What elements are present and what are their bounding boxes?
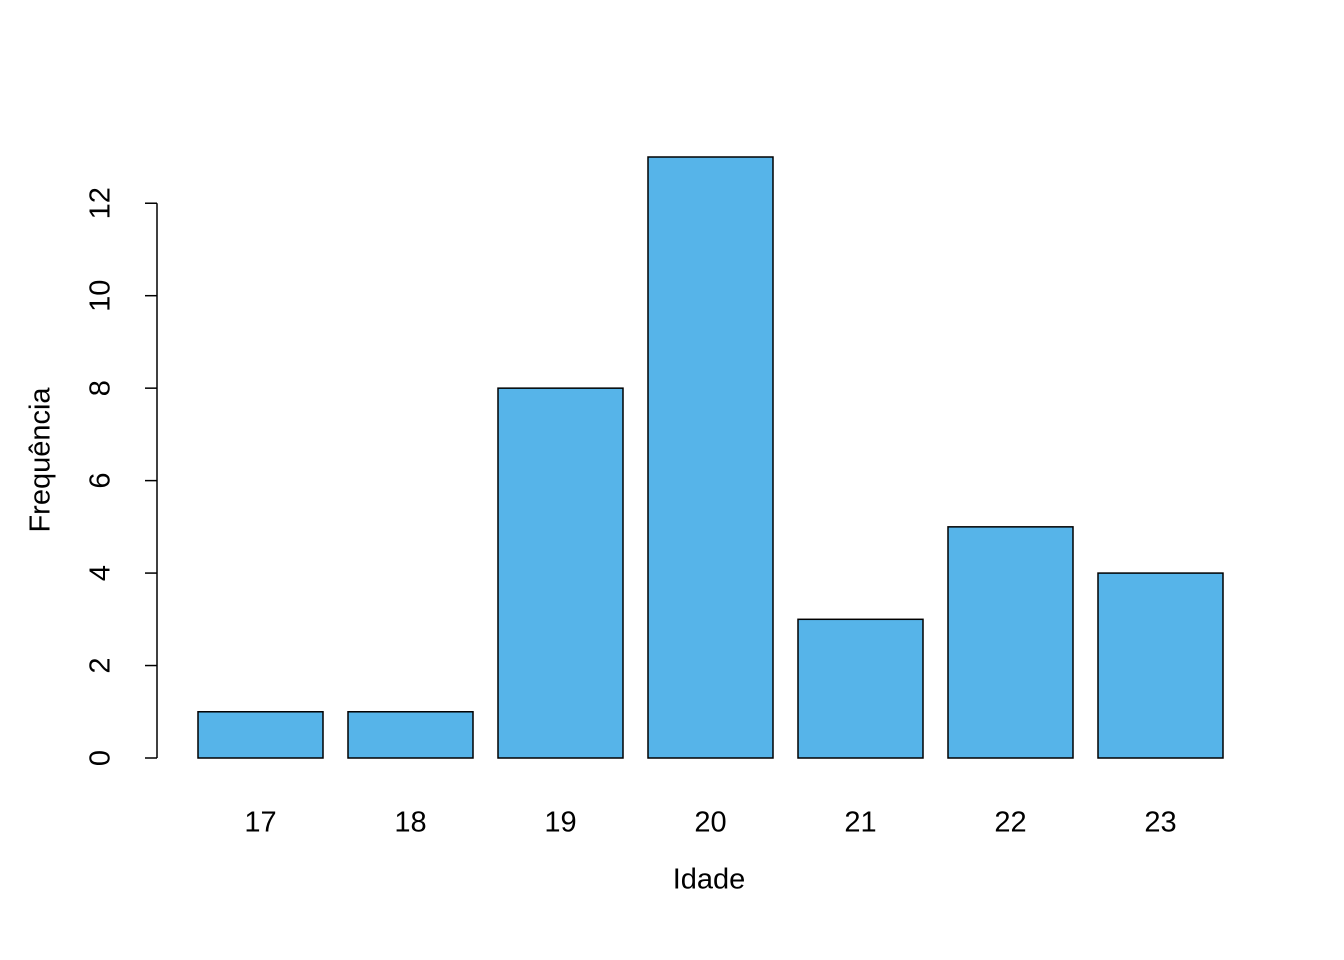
x-tick-label: 19 [544, 807, 576, 839]
x-tick-label: 17 [244, 807, 276, 839]
y-tick-label: 8 [85, 380, 117, 396]
y-tick-label: 4 [85, 565, 117, 581]
y-tick-label: 2 [85, 657, 117, 673]
bar [647, 156, 774, 759]
y-axis-title: Frequência [25, 387, 57, 533]
x-tick-label: 21 [844, 807, 876, 839]
x-tick-label: 20 [694, 807, 726, 839]
x-axis-title: Idade [673, 864, 746, 896]
x-tick-label: 23 [1144, 807, 1176, 839]
bar [197, 711, 324, 759]
y-tick-label: 0 [85, 750, 117, 766]
bar [347, 711, 474, 759]
y-tick-label: 10 [85, 280, 117, 312]
bar [1097, 572, 1224, 759]
y-tick-label: 6 [85, 473, 117, 489]
bar [797, 618, 924, 759]
x-tick-label: 22 [994, 807, 1026, 839]
x-tick-label: 18 [394, 807, 426, 839]
y-tick-label: 12 [85, 187, 117, 219]
bar [497, 387, 624, 759]
bar [947, 526, 1074, 759]
